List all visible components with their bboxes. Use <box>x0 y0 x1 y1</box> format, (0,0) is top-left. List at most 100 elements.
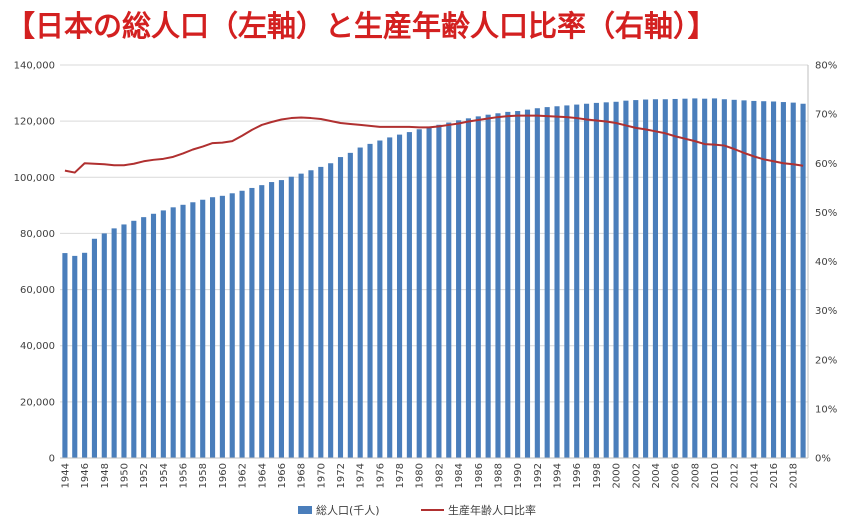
y-left-tick-label: 80,000 <box>20 229 55 240</box>
bar <box>682 98 688 458</box>
bar <box>347 152 353 458</box>
x-tick-label: 2004 <box>651 463 662 488</box>
x-tick-label: 1974 <box>356 463 367 488</box>
legend-line-label: 生産年齢人口比率 <box>448 503 536 517</box>
bar <box>367 143 373 458</box>
x-tick-label: 1998 <box>592 463 603 488</box>
bar <box>131 220 137 458</box>
y-left-tick-labels: 0 20,000 40,000 60,000 80,000 100,000 120,000 1… <box>14 61 55 465</box>
bar <box>554 106 560 458</box>
bar <box>337 157 344 458</box>
bar <box>456 120 462 458</box>
y-left-tick-label: 20,000 <box>20 397 55 408</box>
bar <box>111 228 117 458</box>
bar <box>121 224 127 458</box>
bar <box>574 104 580 458</box>
x-tick-label: 1946 <box>80 463 91 488</box>
bar <box>790 102 796 458</box>
x-tick-label: 1988 <box>493 463 504 488</box>
bar <box>770 101 777 458</box>
bar <box>82 252 88 458</box>
y-left-tick-label: 60,000 <box>20 285 55 296</box>
x-tick-label: 1966 <box>277 463 288 488</box>
bar <box>475 116 481 458</box>
bar <box>249 187 255 458</box>
x-tick-label: 1962 <box>238 463 249 488</box>
bar <box>387 137 393 458</box>
bar <box>209 197 216 458</box>
bar <box>170 207 176 458</box>
y-left-tick-label: 40,000 <box>20 341 55 352</box>
y-right-tick-label: 70% <box>815 110 837 121</box>
bar <box>741 100 747 459</box>
bar <box>751 100 757 458</box>
bar <box>426 127 432 459</box>
x-tick-label: 1952 <box>139 463 150 488</box>
y-left-tick-label: 120,000 <box>14 117 55 128</box>
bar <box>613 101 619 459</box>
x-tick-label: 1976 <box>375 463 386 488</box>
x-tick-label: 1948 <box>100 463 111 488</box>
y-left-tick-label: 0 <box>49 454 55 465</box>
bar <box>515 111 521 458</box>
x-tick-label: 1978 <box>395 463 406 488</box>
bar <box>711 98 718 458</box>
x-tick-label: 1996 <box>572 463 583 488</box>
x-tick-label: 1944 <box>60 463 71 488</box>
legend-bar-swatch <box>298 506 312 514</box>
bar <box>505 111 511 459</box>
bar <box>200 199 206 458</box>
bar-series <box>62 98 806 459</box>
y-right-tick-label: 60% <box>815 159 837 170</box>
bar <box>278 180 285 459</box>
x-tick-labels: 1944 1946 1948 1950 1952 1954 1956 1958 1960 1962… <box>60 463 799 488</box>
bar <box>623 100 629 459</box>
bar <box>692 98 698 458</box>
bar <box>318 166 324 458</box>
bar <box>377 140 383 458</box>
y-right-tick-label: 40% <box>815 257 837 268</box>
bar <box>150 213 157 458</box>
x-tick-label: 2014 <box>749 463 760 488</box>
bar <box>180 204 186 458</box>
bar <box>298 173 304 459</box>
y-right-tick-labels: 0% 10% 20% 30% 40% 50% 60% 70% 80% <box>815 61 837 465</box>
bar <box>91 238 98 458</box>
y-right-tick-label: 30% <box>815 306 837 317</box>
bar <box>239 190 245 458</box>
bar <box>702 98 708 458</box>
bar <box>643 99 649 458</box>
bar <box>308 170 314 458</box>
bar <box>406 132 412 459</box>
chart-title: 【日本の総人口（左軸）と生産年齢人口比率（右軸）】 <box>6 9 717 43</box>
y-right-tick-label: 10% <box>815 404 837 415</box>
bar <box>662 99 668 459</box>
bar <box>269 182 275 458</box>
bar <box>495 113 501 458</box>
bar <box>72 255 78 458</box>
x-tick-label: 1964 <box>257 463 268 488</box>
x-tick-label: 1980 <box>415 463 426 488</box>
bar <box>436 124 442 458</box>
legend-bar-label: 総人口(千人) <box>316 503 380 517</box>
x-tick-label: 2000 <box>612 463 623 488</box>
y-left-tick-label: 140,000 <box>14 61 55 72</box>
bar <box>534 108 540 458</box>
bar <box>229 193 235 458</box>
x-tick-label: 1994 <box>553 463 564 488</box>
bar <box>780 102 786 458</box>
x-tick-label: 1970 <box>316 463 327 488</box>
bar <box>328 163 334 458</box>
bar <box>721 99 727 459</box>
x-tick-label: 1956 <box>179 463 190 488</box>
x-tick-label: 1954 <box>159 463 170 488</box>
x-tick-label: 1982 <box>434 463 445 488</box>
bar <box>761 101 767 458</box>
bar <box>731 99 737 459</box>
bar <box>357 147 363 458</box>
x-tick-label: 2008 <box>690 463 701 488</box>
y-right-tick-label: 0% <box>815 454 831 465</box>
x-tick-label: 1958 <box>198 463 209 488</box>
bar <box>396 134 403 459</box>
